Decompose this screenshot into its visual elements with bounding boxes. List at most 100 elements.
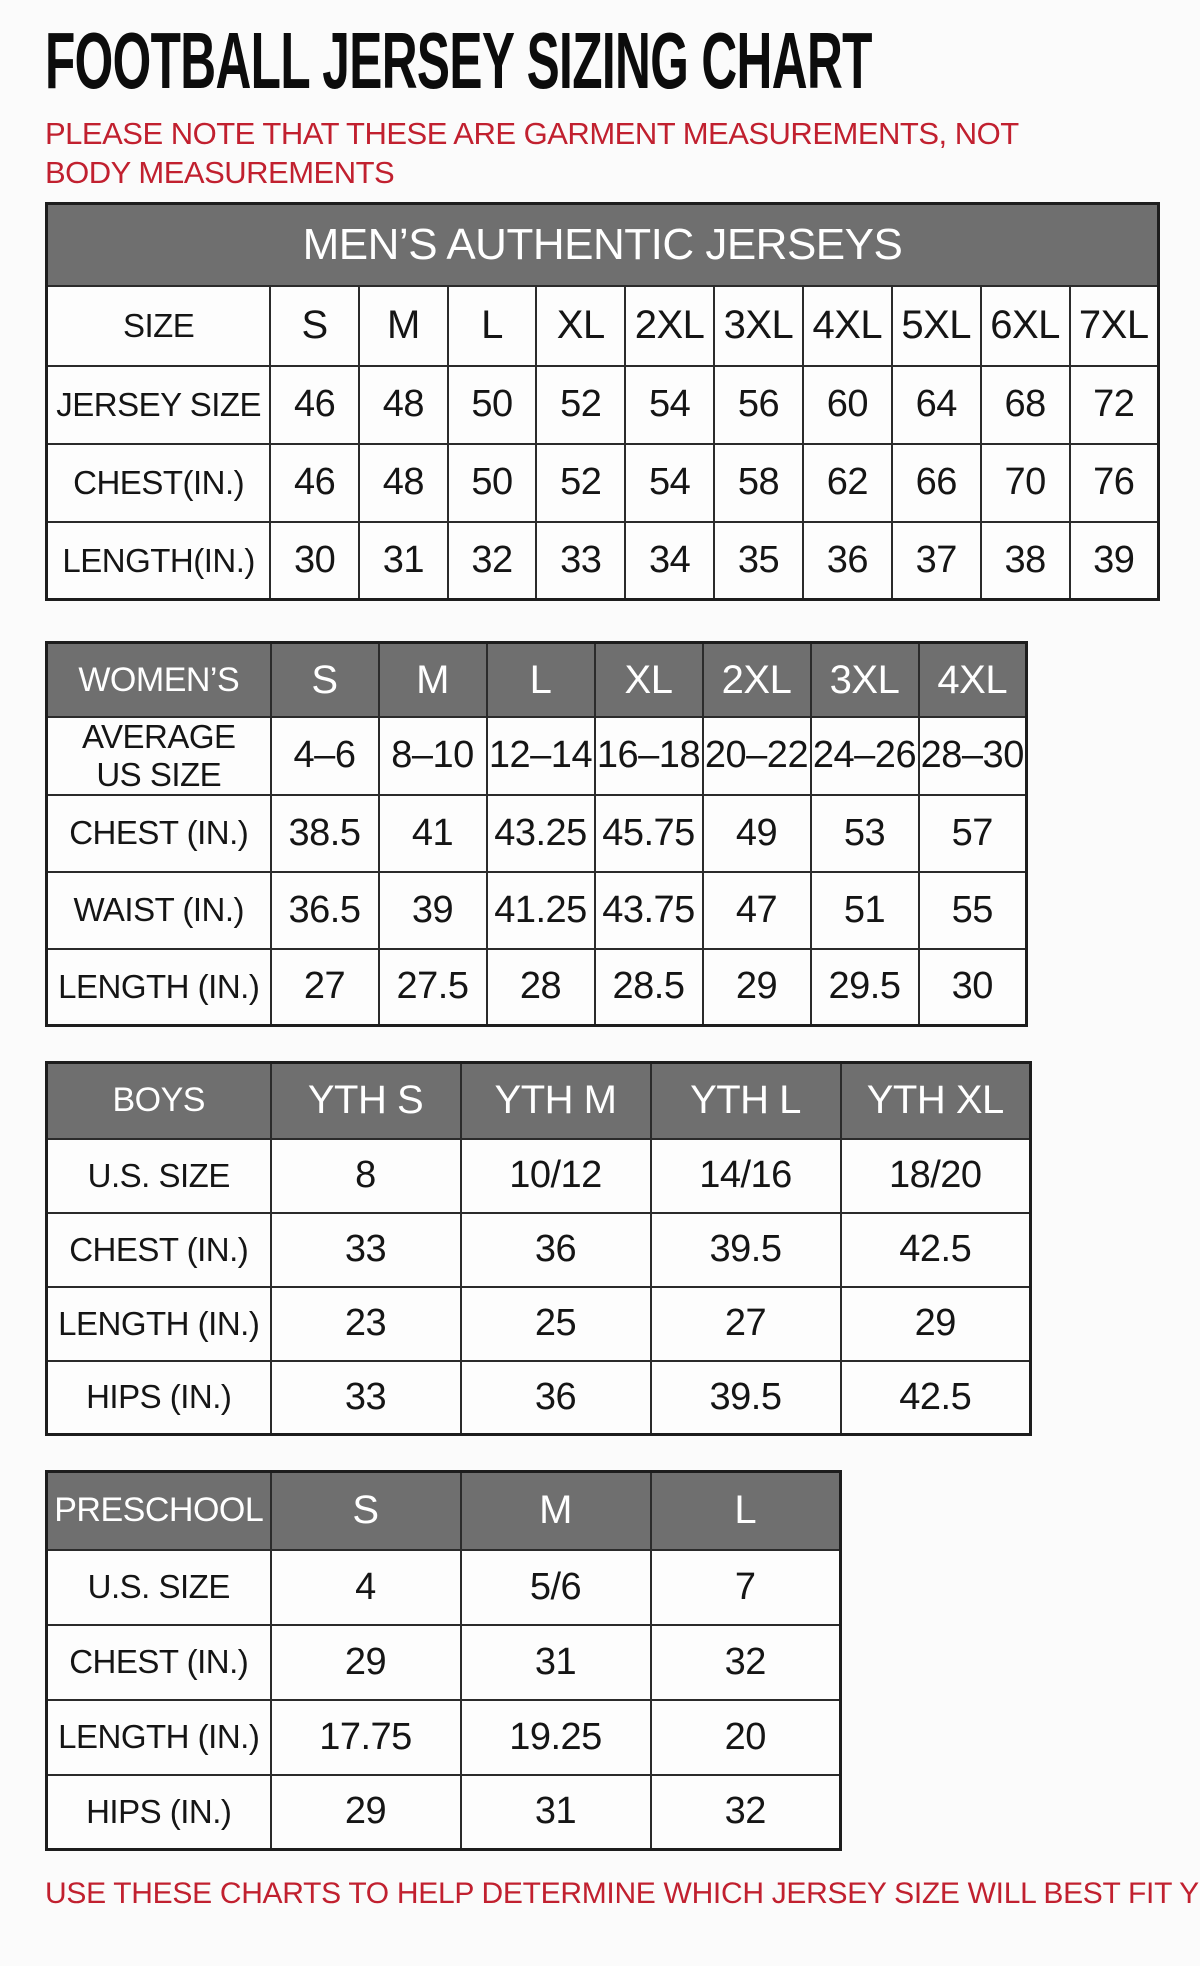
value-cell: 42.5	[839, 1211, 1032, 1288]
row-label: AVERAGE US SIZE	[45, 715, 272, 796]
value-cell: 41.25	[485, 870, 596, 950]
value-cell: 23	[269, 1285, 462, 1362]
header-label: BOYS	[45, 1061, 272, 1140]
value-cell: 46	[269, 364, 360, 445]
size-header-cell: L	[485, 641, 596, 718]
value-cell: 52	[535, 442, 627, 523]
size-header-cell: 6XL	[979, 284, 1071, 367]
size-header-cell: 5XL	[890, 284, 982, 367]
value-cell: 17.75	[269, 1698, 462, 1776]
table-row: CHEST(IN.) 46 48 50 52 54 58 62 66 70 76	[45, 442, 1160, 523]
value-cell: 30	[269, 520, 360, 601]
size-header-cell: 2XL	[701, 641, 812, 718]
value-cell: 5/6	[459, 1548, 652, 1626]
value-cell: 39	[1068, 520, 1160, 601]
value-cell: 18/20	[839, 1137, 1032, 1214]
value-cell: 16–18	[593, 715, 704, 796]
header-label: PRESCHOOL	[45, 1470, 272, 1551]
value-cell: 24–26	[809, 715, 920, 796]
value-cell: 48	[358, 364, 449, 445]
row-label: LENGTH (IN.)	[45, 947, 272, 1027]
table-row: CHEST (IN.) 38.5 41 43.25 45.75 49 53 57	[45, 793, 1028, 873]
value-cell: 38	[979, 520, 1071, 601]
table-row: HIPS (IN.) 29 31 32	[45, 1773, 842, 1851]
value-cell: 30	[917, 947, 1028, 1027]
header-label: WOMEN’S	[45, 641, 272, 718]
value-cell: 8	[269, 1137, 462, 1214]
size-header-cell: 3XL	[713, 284, 804, 367]
value-cell: 27	[649, 1285, 842, 1362]
value-cell: 48	[358, 442, 449, 523]
value-cell: 70	[979, 442, 1071, 523]
boys-sizing-table: BOYS YTH S YTH M YTH L YTH XL U.S. SIZE 8 10/12…	[45, 1061, 1032, 1437]
table-banner: MEN’S AUTHENTIC JERSEYS	[45, 202, 1160, 287]
value-cell: 62	[801, 442, 893, 523]
value-cell: 36	[801, 520, 893, 601]
table-row: LENGTH (IN.) 27 27.5 28 28.5 29 29.5 30	[45, 947, 1028, 1027]
table-row: U.S. SIZE 8 10/12 14/16 18/20	[45, 1137, 1032, 1214]
value-cell: 8–10	[377, 715, 488, 796]
value-cell: 43.25	[485, 793, 596, 873]
table-row: HIPS (IN.) 33 36 39.5 42.5	[45, 1359, 1032, 1436]
value-cell: 54	[624, 442, 716, 523]
value-cell: 51	[809, 870, 920, 950]
value-cell: 31	[459, 1623, 652, 1701]
value-cell: 29.5	[809, 947, 920, 1027]
row-label: U.S. SIZE	[45, 1137, 272, 1214]
size-header-cell: 4XL	[801, 284, 893, 367]
value-cell: 50	[446, 364, 538, 445]
value-cell: 37	[890, 520, 982, 601]
size-header-cell: S	[269, 1470, 462, 1551]
value-cell: 46	[269, 442, 360, 523]
value-cell: 32	[649, 1623, 842, 1701]
value-cell: 54	[624, 364, 716, 445]
value-cell: 72	[1068, 364, 1160, 445]
row-label: LENGTH (IN.)	[45, 1698, 272, 1776]
table-row: CHEST (IN.) 29 31 32	[45, 1623, 842, 1701]
value-cell: 29	[269, 1623, 462, 1701]
value-cell: 28–30	[917, 715, 1028, 796]
size-header-cell: S	[269, 284, 360, 367]
page: FOOTBALL JERSEY SIZING CHART PLEASE NOTE…	[0, 21, 1200, 1911]
table-row: LENGTH (IN.) 17.75 19.25 20	[45, 1698, 842, 1776]
mens-sizing-table: MEN’S AUTHENTIC JERSEYS SIZE S M L XL 2XL 3XL 4X…	[45, 202, 1160, 602]
size-header-cell: 3XL	[809, 641, 920, 718]
size-header-cell: YTH S	[269, 1061, 462, 1140]
value-cell: 52	[535, 364, 627, 445]
table-row: AVERAGE US SIZE 4–6 8–10 12–14 16–18 20–22 24–…	[45, 715, 1028, 796]
value-cell: 20	[649, 1698, 842, 1776]
value-cell: 41	[377, 793, 488, 873]
value-cell: 58	[713, 442, 804, 523]
value-cell: 12–14	[485, 715, 596, 796]
value-cell: 35	[713, 520, 804, 601]
value-cell: 19.25	[459, 1698, 652, 1776]
row-label: WAIST (IN.)	[45, 870, 272, 950]
size-header-cell: M	[459, 1470, 652, 1551]
value-cell: 68	[979, 364, 1071, 445]
value-cell: 4	[269, 1548, 462, 1626]
size-header-cell: M	[358, 284, 449, 367]
value-cell: 47	[701, 870, 812, 950]
row-label: CHEST (IN.)	[45, 1623, 272, 1701]
value-cell: 39.5	[649, 1211, 842, 1288]
value-cell: 57	[917, 793, 1028, 873]
value-cell: 55	[917, 870, 1028, 950]
value-cell: 28	[485, 947, 596, 1027]
womens-sizing-table: WOMEN’S S M L XL 2XL 3XL 4XL AVERAGE US SIZE 4–6 8…	[45, 641, 1028, 1028]
value-cell: 33	[269, 1359, 462, 1436]
value-cell: 60	[801, 364, 893, 445]
table-row: LENGTH(IN.) 30 31 32 33 34 35 36 37 38 39	[45, 520, 1160, 601]
value-cell: 25	[459, 1285, 652, 1362]
value-cell: 27.5	[377, 947, 488, 1027]
value-cell: 43.75	[593, 870, 704, 950]
value-cell: 50	[446, 442, 538, 523]
preschool-sizing-table: PRESCHOOL S M L U.S. SIZE 4 5/6 7 CHEST (IN.) 29 3…	[45, 1470, 842, 1852]
value-cell: 42.5	[839, 1359, 1032, 1436]
row-label: CHEST (IN.)	[45, 793, 272, 873]
row-label: HIPS (IN.)	[45, 1359, 272, 1436]
value-cell: 36	[459, 1211, 652, 1288]
value-cell: 32	[446, 520, 538, 601]
value-cell: 29	[839, 1285, 1032, 1362]
row-label: JERSEY SIZE	[45, 364, 272, 445]
value-cell: 31	[358, 520, 449, 601]
